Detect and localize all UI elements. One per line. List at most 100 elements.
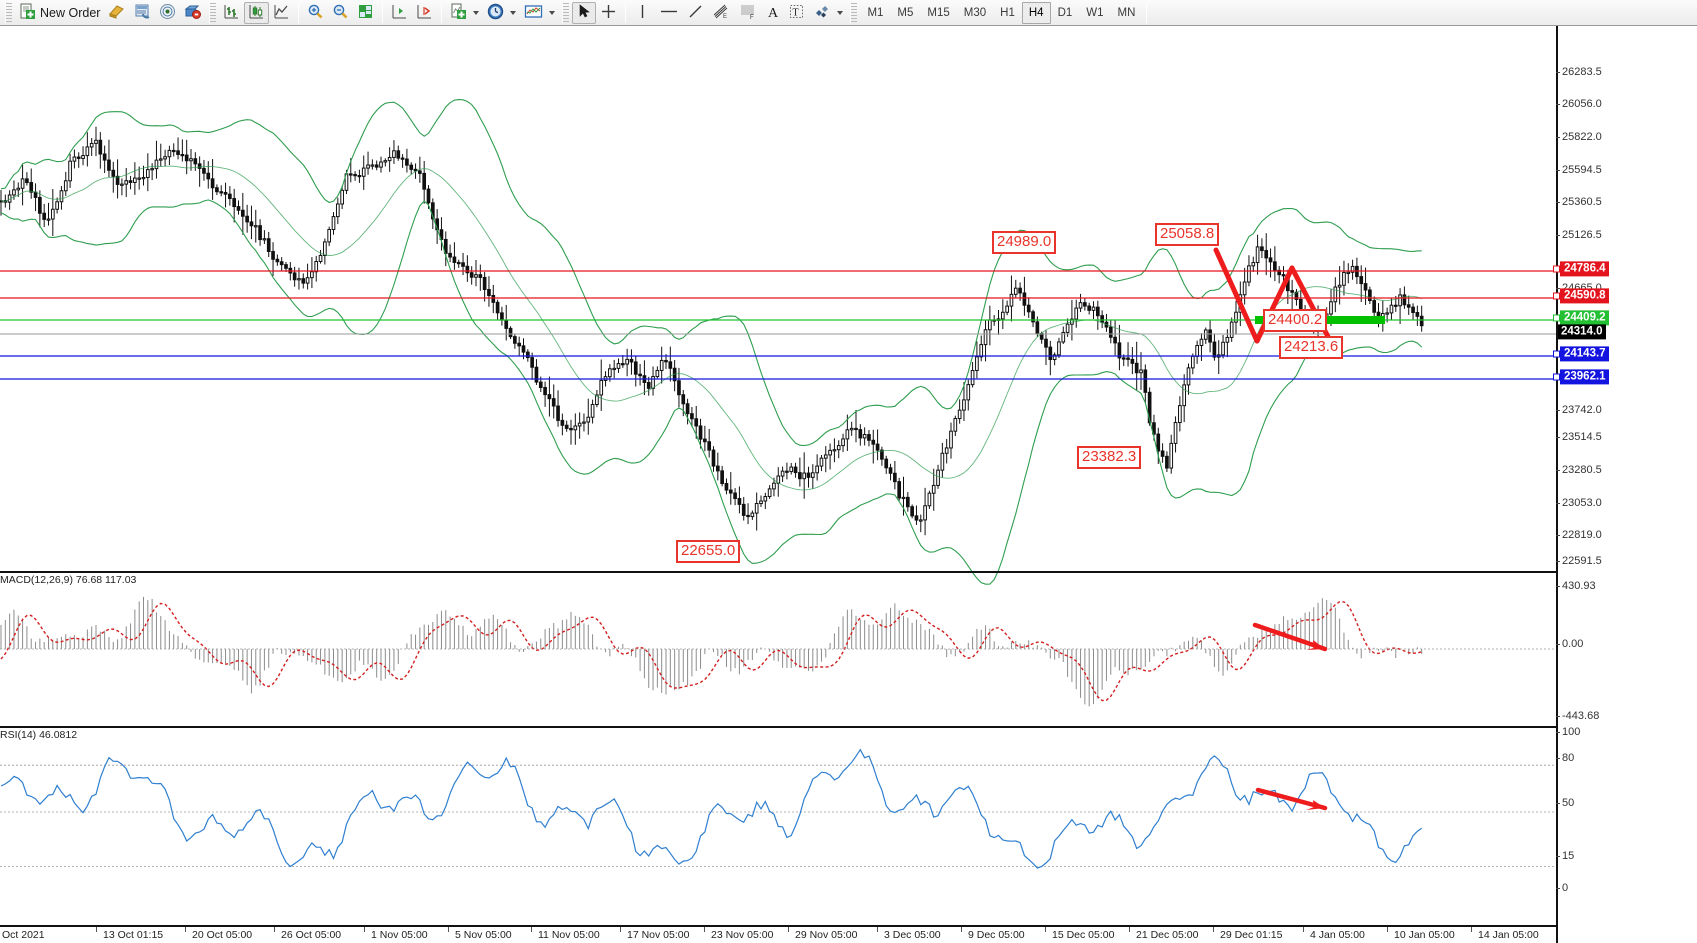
timeframe-d1[interactable]: D1 [1057,6,1073,19]
text-box-button[interactable]: T [784,2,809,24]
vertical-line-button[interactable] [630,2,655,24]
terminal-button[interactable] [130,2,155,24]
price-level-tag-support[interactable]: 23962.1 [1560,369,1609,385]
price-tick: 15 [1555,850,1575,862]
price-tick: 22819.0 [1556,529,1602,541]
timeframe-m30[interactable]: M30 [963,6,987,19]
macd-plot-lines [0,596,1556,707]
timeframe-m5[interactable]: M5 [897,6,914,19]
toolbar-grip[interactable] [5,2,12,23]
svg-text:A: A [768,6,779,20]
bar-chart-button[interactable] [219,2,244,24]
periods-caret-icon[interactable] [510,10,517,15]
rsi-pane[interactable]: RSI(14) 46.0812 [0,726,1556,938]
chart-annotation[interactable]: 22655.0 [676,540,741,563]
chart-annotation[interactable]: 24400.2 [1263,309,1328,332]
time-axis-label: 21 Dec 05:00 [1128,927,1199,941]
price-tick: 0 [1555,882,1569,894]
cursor-button[interactable] [572,1,597,24]
periods-button[interactable] [483,2,520,24]
horizontal-line-button[interactable] [655,2,683,24]
templates-caret-icon[interactable] [549,10,556,15]
line-chart-button[interactable] [269,2,294,24]
autotrading-button[interactable] [180,2,206,24]
timeframe-mn[interactable]: MN [1117,6,1136,19]
toolbar-grip-2[interactable] [209,2,217,23]
timeframe-m1[interactable]: M1 [867,6,884,19]
trendline-button[interactable] [683,2,708,24]
price-tick: 22591.5 [1556,555,1602,567]
signals-button[interactable] [155,2,180,24]
indicators-caret-icon[interactable] [473,10,480,15]
price-level-tag-support[interactable]: 24143.7 [1560,346,1609,362]
fibonacci-button[interactable]: F [735,2,762,24]
equidistant-channel-button[interactable]: E [708,2,735,24]
time-axis-label: 5 Nov 05:00 [448,927,512,941]
zoom-in-icon [307,3,324,23]
price-tick: 25594.5 [1556,164,1602,176]
chart-annotation[interactable]: 23382.3 [1077,446,1142,469]
time-axis-label: 23 Nov 05:00 [703,927,774,941]
level-drag-handle[interactable] [1553,314,1560,322]
zoom-in-button[interactable] [303,2,328,24]
metaeditor-button[interactable] [104,2,130,24]
templates-icon [524,3,543,23]
level-drag-handle[interactable] [1553,373,1560,381]
rsi-plot-lines [0,748,1556,869]
chart-annotation[interactable]: 24989.0 [992,231,1057,254]
price-level-tag-resistance[interactable]: 24590.8 [1560,288,1609,304]
metaeditor-icon [108,3,126,23]
timeframe-h1[interactable]: H1 [1000,6,1015,19]
level-drag-handle[interactable] [1553,350,1560,358]
text-icon: A [766,3,780,23]
chart-area[interactable]: MACD(12,26,9) 76.68 117.03 RSI(14) 46.08… [0,26,1697,943]
level-drag-handle[interactable] [1553,292,1560,300]
price-tick: 26056.0 [1556,98,1602,110]
bar-chart-icon [223,3,240,23]
timeframe-m15[interactable]: M15 [927,6,950,19]
new-order-button[interactable]: New Order [15,2,104,24]
svg-text:T: T [793,7,799,18]
zoom-out-icon [332,3,349,23]
price-tick: 50 [1555,797,1575,809]
time-axis-label: 29 Nov 05:00 [787,927,858,941]
price-scale[interactable]: 26283.5 26056.0 25822.0 25594.5 25360.5 25126… [1553,26,1697,943]
templates-button[interactable] [520,2,559,24]
zoom-out-button[interactable] [328,2,353,24]
price-level-tag-support[interactable]: 24409.2 [1560,310,1609,326]
chart-shift-button[interactable] [412,2,437,24]
level-drag-handle[interactable] [1553,265,1560,273]
toolbar-grip-3[interactable] [562,2,570,23]
chart-annotation[interactable]: 24213.6 [1279,336,1344,359]
macd-pane[interactable]: MACD(12,26,9) 76.68 117.03 [0,571,1556,719]
price-level-tag-resistance[interactable]: 24786.4 [1560,261,1609,277]
svg-text:F: F [750,15,754,20]
time-axis-label: Oct 2021 [2,929,45,941]
line-chart-icon [273,3,290,23]
text-label-button[interactable]: A [762,2,784,24]
time-axis-label: 10 Jan 05:00 [1387,927,1455,941]
signals-icon [159,3,176,23]
timeframe-w1[interactable]: W1 [1086,6,1104,19]
candlestick-icon [248,3,265,23]
time-axis-label: 9 Dec 05:00 [961,927,1025,941]
timeframe-h4[interactable]: H4 [1021,1,1051,24]
clock-icon [487,3,504,23]
indicators-button[interactable] [446,2,483,24]
chart-shift-icon [416,3,433,23]
price-pane[interactable] [0,28,1556,585]
toolbar-grip-4[interactable] [850,2,858,23]
data-window-button[interactable] [353,2,378,24]
price-level-tag-last-price[interactable]: 24314.0 [1558,324,1606,340]
macd-title: MACD(12,26,9) 76.68 117.03 [0,574,137,586]
chart-annotation[interactable]: 25058.8 [1155,223,1220,246]
time-axis-label: 15 Dec 05:00 [1044,927,1115,941]
shapes-button[interactable] [809,2,847,24]
auto-scroll-button[interactable] [387,2,412,24]
crosshair-button[interactable] [596,2,621,24]
candlestick-chart-button[interactable] [244,1,270,24]
textbox-icon: T [788,3,805,23]
new-order-icon [19,3,36,23]
shapes-caret-icon[interactable] [837,10,844,15]
time-axis-label: 4 Jan 05:00 [1303,927,1365,941]
